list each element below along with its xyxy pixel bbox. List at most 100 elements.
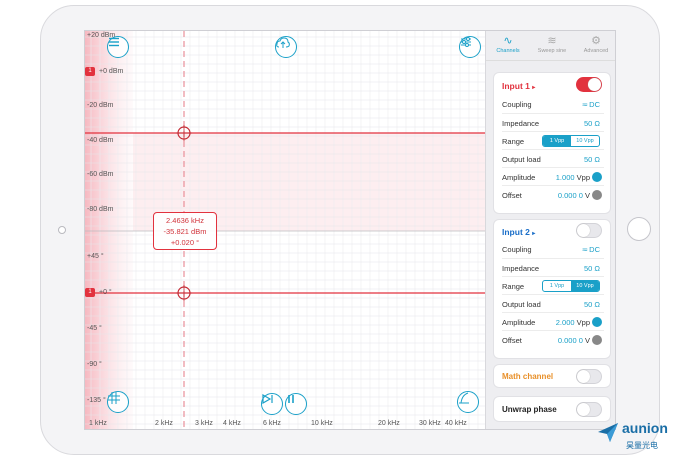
- pause-icon[interactable]: [285, 393, 307, 415]
- range-selector[interactable]: 1 Vpp 10 Vpp: [542, 280, 600, 292]
- y-tick-label: -40 dBm: [87, 137, 114, 144]
- y-tick-label: +0 °: [99, 289, 112, 296]
- offset-label: Offset: [502, 191, 522, 200]
- coupling-value: ≂ DC: [581, 245, 600, 254]
- plot-grid: [85, 31, 485, 429]
- math-channel-label: Math channel: [502, 372, 554, 381]
- cursor-readout[interactable]: 2.4636 kHz -35.821 dBm +0.020 °: [153, 212, 217, 250]
- x-tick-label: 3 kHz: [195, 420, 213, 427]
- coupling-label: Coupling: [502, 245, 532, 254]
- offset-value: 0.000 0 V: [557, 336, 590, 345]
- grid-icon[interactable]: [107, 391, 129, 413]
- math-channel-card: Math channel: [493, 364, 611, 388]
- unwrap-phase-toggle[interactable]: [576, 402, 602, 417]
- sliders-icon[interactable]: [459, 36, 481, 58]
- play-pause-icon[interactable]: [261, 393, 283, 415]
- range-label: Range: [502, 137, 525, 146]
- settings-panel: ∿ Channels ≋ Sweep sine ⚙ Advanced Input…: [485, 31, 615, 429]
- range-label: Range: [502, 282, 525, 291]
- coupling-value: ≂ DC: [581, 100, 600, 109]
- impedance-row[interactable]: Impedance 50 Ω: [502, 113, 604, 131]
- y-tick-label: -60 dBm: [87, 171, 114, 178]
- offset-row[interactable]: Offset 0.000 0 V: [502, 185, 604, 203]
- amplitude-adjust-icon[interactable]: [592, 317, 602, 327]
- amplitude-label: Amplitude: [502, 173, 536, 182]
- input-2-card: Input 2 ▸ Coupling ≂ DC Impedance 50 Ω R…: [493, 219, 611, 359]
- tab-label: Channels: [496, 48, 520, 54]
- impedance-label: Impedance: [502, 264, 540, 273]
- x-tick-label: 20 kHz: [378, 420, 400, 427]
- impedance-label: Impedance: [502, 119, 540, 128]
- output-load-row[interactable]: Output load 50 Ω: [502, 294, 604, 312]
- sweep-icon: ≋: [547, 35, 557, 47]
- coupling-label: Coupling: [502, 100, 532, 109]
- y-tick-label: +45 °: [87, 253, 104, 260]
- input-2-title[interactable]: Input 2 ▸: [502, 227, 536, 237]
- coupling-row[interactable]: Coupling ≂ DC: [502, 240, 604, 258]
- gear-icon: ⚙: [591, 35, 601, 47]
- range-1vpp-option[interactable]: 1 Vpp: [549, 283, 565, 289]
- input-1-toggle[interactable]: [576, 77, 602, 92]
- offset-adjust-icon[interactable]: [592, 190, 602, 200]
- math-channel-toggle[interactable]: [576, 369, 602, 384]
- menu-icon[interactable]: [107, 36, 129, 58]
- readout-phase: +0.020 °: [170, 238, 200, 247]
- y-tick-label: -135 °: [87, 397, 106, 404]
- coupling-row[interactable]: Coupling ≂ DC: [502, 95, 604, 113]
- output-load-label: Output load: [502, 300, 541, 309]
- range-10vpp-option[interactable]: 10 Vpp: [571, 281, 599, 291]
- input-1-title[interactable]: Input 1 ▸: [502, 81, 536, 91]
- impedance-value: 50 Ω: [583, 264, 600, 273]
- autoscale-icon[interactable]: [457, 391, 479, 413]
- bode-plot[interactable]: +20 dBm +0 dBm -20 dBm -40 dBm -60 dBm -…: [85, 31, 485, 429]
- unwrap-phase-card: Unwrap phase: [493, 396, 611, 422]
- tab-channels[interactable]: ∿ Channels: [488, 31, 528, 60]
- y-tick-label: -45 °: [87, 325, 102, 332]
- x-tick-label: 2 kHz: [155, 420, 173, 427]
- amplitude-adjust-icon[interactable]: [592, 172, 602, 182]
- impedance-value: 50 Ω: [583, 119, 600, 128]
- x-tick-label: 10 kHz: [311, 420, 333, 427]
- brand-logo: aunion 昊量光电: [596, 418, 696, 458]
- amplitude-label: Amplitude: [502, 318, 536, 327]
- brand-name: aunion: [622, 420, 668, 436]
- range-row: Range 1 Vpp 10 Vpp: [502, 276, 604, 294]
- home-button[interactable]: [627, 217, 651, 241]
- readout-magnitude: -35.821 dBm: [163, 227, 207, 236]
- input-2-toggle[interactable]: [576, 223, 602, 238]
- amplitude-row[interactable]: Amplitude 1.000 Vpp: [502, 167, 604, 185]
- amplitude-value: 1.000 Vpp: [555, 173, 590, 182]
- tab-sweep-sine[interactable]: ≋ Sweep sine: [532, 31, 572, 60]
- channel-1-marker[interactable]: 1: [85, 67, 95, 76]
- y-tick-label: -20 dBm: [87, 102, 114, 109]
- output-load-row[interactable]: Output load 50 Ω: [502, 149, 604, 167]
- x-tick-label: 30 kHz: [419, 420, 441, 427]
- amplitude-row[interactable]: Amplitude 2.000 Vpp: [502, 312, 604, 330]
- x-tick-label: 6 kHz: [263, 420, 281, 427]
- impedance-row[interactable]: Impedance 50 Ω: [502, 258, 604, 276]
- y-tick-label: +20 dBm: [87, 32, 116, 39]
- range-1vpp-option[interactable]: 1 Vpp: [543, 136, 571, 146]
- offset-row[interactable]: Offset 0.000 0 V: [502, 330, 604, 348]
- offset-value: 0.000 0 V: [557, 191, 590, 200]
- cloud-upload-icon[interactable]: [275, 36, 297, 58]
- input-1-card: Input 1 ▸ Coupling ≂ DC Impedance 50 Ω R…: [493, 72, 611, 214]
- tab-label: Sweep sine: [537, 48, 567, 54]
- x-tick-label: 4 kHz: [223, 420, 241, 427]
- readout-frequency: 2.4636 kHz: [166, 216, 204, 225]
- offset-adjust-icon[interactable]: [592, 335, 602, 345]
- app-screen: +20 dBm +0 dBm -20 dBm -40 dBm -60 dBm -…: [84, 30, 616, 430]
- range-selector[interactable]: 1 Vpp 10 Vpp: [542, 135, 600, 147]
- output-load-value: 50 Ω: [583, 155, 600, 164]
- offset-label: Offset: [502, 336, 522, 345]
- y-tick-label: -80 dBm: [87, 206, 114, 213]
- range-10vpp-option[interactable]: 10 Vpp: [576, 138, 594, 144]
- y-tick-label: +0 dBm: [99, 68, 124, 75]
- y-tick-label: -90 °: [87, 361, 102, 368]
- unwrap-phase-label: Unwrap phase: [502, 405, 557, 414]
- tab-advanced[interactable]: ⚙ Advanced: [576, 31, 615, 60]
- output-load-value: 50 Ω: [583, 300, 600, 309]
- output-load-label: Output load: [502, 155, 541, 164]
- range-row: Range 1 Vpp 10 Vpp: [502, 131, 604, 149]
- channel-1-phase-marker[interactable]: 1: [85, 288, 95, 297]
